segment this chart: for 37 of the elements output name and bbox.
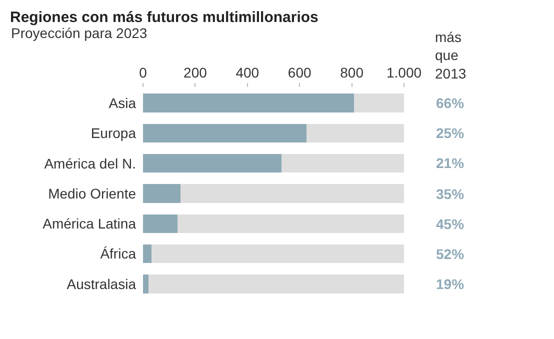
bar <box>152 244 404 264</box>
bar <box>143 184 180 203</box>
bar <box>143 94 354 112</box>
y-tick-label: Medio Oriente <box>48 185 136 202</box>
text: 35% <box>436 186 465 202</box>
y-tick-label: Australasia <box>66 276 136 292</box>
bar <box>143 154 282 173</box>
text: 25% <box>436 125 465 141</box>
text: más que 2013 <box>435 29 466 82</box>
bar <box>143 244 152 264</box>
y-tick-label: Asia <box>108 94 136 111</box>
x-tick-label: 600 <box>288 64 312 80</box>
bar <box>354 94 404 112</box>
y-tick-label: América del N. <box>44 155 136 172</box>
x-tick-label: 200 <box>184 64 208 80</box>
x-tick-label: 1.000 <box>386 64 422 80</box>
bar <box>281 154 404 173</box>
y-tick-label: Europa <box>90 125 136 142</box>
text: 66% <box>436 95 465 111</box>
text: 21% <box>436 155 465 171</box>
bar <box>178 214 404 233</box>
text: 52% <box>436 246 465 262</box>
bar <box>306 124 404 143</box>
bar <box>148 274 404 294</box>
text: 19% <box>436 276 465 292</box>
bar <box>143 214 178 233</box>
chart-title: Regiones con más futuros multimillonarios <box>10 9 318 26</box>
y-tick-label: América Latina <box>42 216 136 232</box>
bar <box>143 274 149 294</box>
bar <box>143 124 307 143</box>
x-tick-label: 800 <box>340 64 364 80</box>
x-tick-label: 400 <box>236 64 260 80</box>
bar <box>180 184 404 203</box>
y-tick-label: África <box>100 246 136 262</box>
chart-subtitle: Proyección para 2023 <box>11 25 148 41</box>
text: 45% <box>436 216 465 232</box>
x-tick-label: 0 <box>139 64 148 80</box>
